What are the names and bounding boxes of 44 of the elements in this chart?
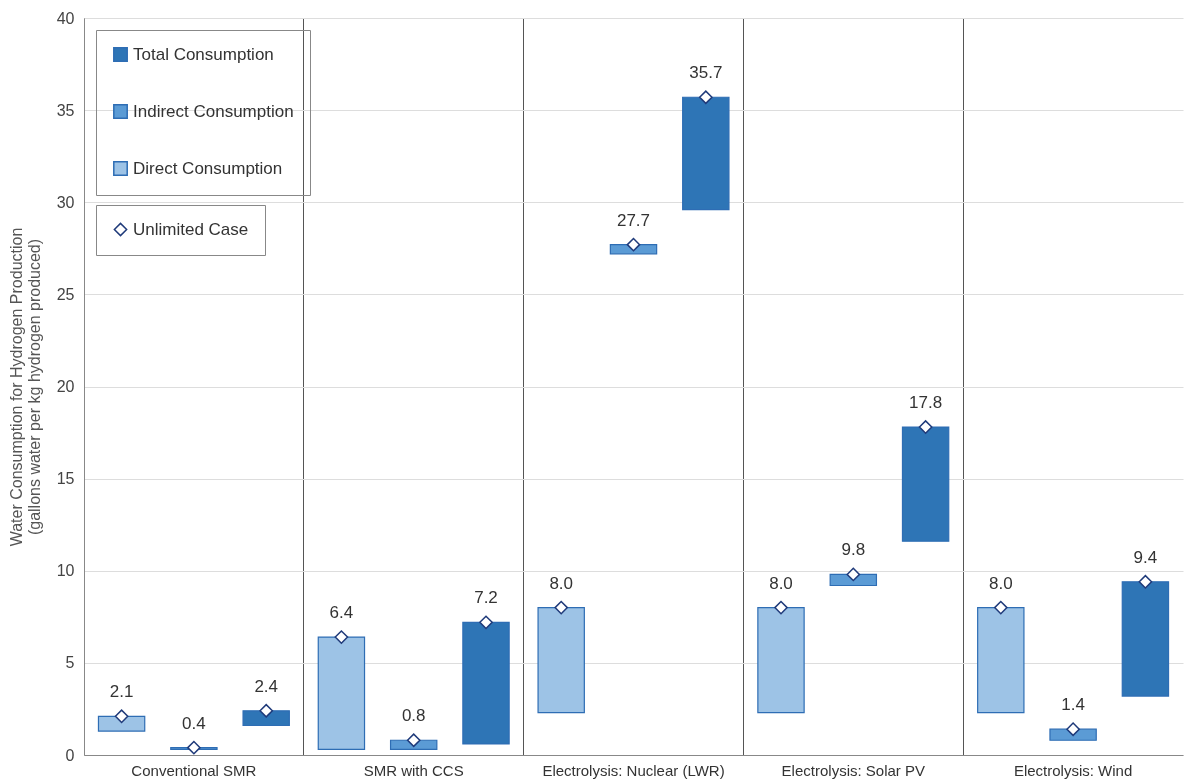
legend-label: Total Consumption xyxy=(133,44,274,64)
bar xyxy=(757,607,805,714)
x-tick-label: Electrolysis: Nuclear (LWR) xyxy=(542,761,725,779)
data-label: 2.1 xyxy=(109,682,134,702)
legend-label: Direct Consumption xyxy=(133,158,283,178)
bar xyxy=(901,426,950,542)
x-tick-label: Conventional SMR xyxy=(131,761,257,779)
data-label: 0.8 xyxy=(401,706,426,726)
x-tick-label: Electrolysis: Solar PV xyxy=(781,761,925,779)
data-label: 1.4 xyxy=(1061,695,1085,715)
y-axis-title: Water Consumption for Hydrogen Production (gallons water per kg hydrogen produced) xyxy=(7,227,43,547)
x-tick-label: Electrolysis: Wind xyxy=(1013,761,1133,779)
bar xyxy=(682,96,730,211)
x-tick-label: SMR with CCS xyxy=(363,761,464,779)
y-tick-label: 35 xyxy=(56,101,75,119)
y-tick-label: 25 xyxy=(56,285,75,303)
data-label: 7.2 xyxy=(474,588,498,608)
y-tick-label: 0 xyxy=(65,746,75,764)
data-label: 35.7 xyxy=(689,63,723,83)
data-label: 27.7 xyxy=(616,210,651,230)
y-tick-label: 40 xyxy=(56,9,75,27)
bar xyxy=(242,710,290,727)
data-label: 2.4 xyxy=(254,676,279,696)
data-label: 9.4 xyxy=(1133,547,1158,567)
y-tick-label: 15 xyxy=(56,470,75,488)
y-tick-label: 10 xyxy=(56,562,75,580)
data-label: 0.4 xyxy=(182,713,206,733)
bar xyxy=(97,715,146,732)
data-label: 8.0 xyxy=(549,573,574,593)
bar xyxy=(1121,581,1170,697)
bar xyxy=(977,607,1025,714)
data-label: 17.8 xyxy=(909,393,943,413)
data-label: 9.8 xyxy=(841,540,866,560)
y-tick-label: 5 xyxy=(65,654,75,672)
y-tick-label: 30 xyxy=(56,193,75,211)
data-label: 8.0 xyxy=(769,573,793,593)
data-label: 6.4 xyxy=(329,603,354,623)
legend-label: Unlimited Case xyxy=(133,219,249,239)
y-tick-label: 20 xyxy=(56,378,75,395)
legend-label: Indirect Consumption xyxy=(133,101,294,121)
data-label: 8.0 xyxy=(988,573,1013,593)
bar xyxy=(537,607,585,714)
bar xyxy=(462,621,510,745)
bar xyxy=(317,636,366,751)
